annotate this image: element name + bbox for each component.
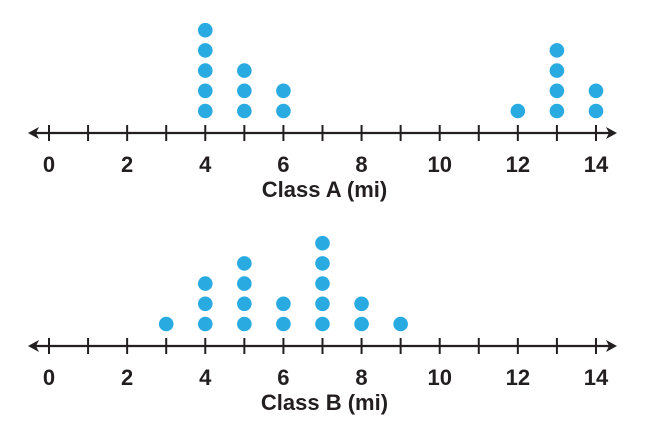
class-b-dot-8-1 — [354, 316, 369, 332]
class-b-dot-7-1 — [315, 316, 330, 332]
class-a-dot-5-3 — [237, 63, 252, 78]
class-b-tick-label-8: 8 — [355, 365, 367, 390]
class-b-dot-7-3 — [315, 276, 330, 291]
class-a-dot-13-4 — [549, 43, 565, 58]
class-b-dot-5-2 — [237, 296, 252, 312]
class-a-dot-12-1 — [510, 103, 526, 119]
class-a-dot-14-1 — [588, 103, 604, 119]
class-a-dot-6-1 — [276, 103, 291, 119]
class-a-tick-label-8: 8 — [355, 152, 367, 177]
class-b-tick-label-2: 2 — [121, 365, 133, 390]
class-b-dot-8-2 — [354, 296, 369, 312]
class-a-dot-plot: 0 2 4 6 8 10 12 14 Class A (mi) — [28, 22, 617, 202]
class-a-tick-label-2: 2 — [121, 152, 133, 177]
class-a-dot-5-1 — [237, 103, 252, 119]
class-b-axis-title: Class B (mi) — [261, 390, 388, 415]
class-a-tick-label-10: 10 — [427, 152, 451, 177]
class-a-dot-6-2 — [276, 83, 291, 99]
class-b-dot-plot: 0 2 4 6 8 10 12 14 Class B (mi) — [28, 235, 617, 415]
class-a-dot-4-4 — [197, 43, 213, 58]
class-b-dot-5-1 — [237, 316, 252, 332]
class-b-axis-arrow-left — [28, 340, 39, 352]
class-a-axis-arrow-left — [28, 127, 39, 139]
class-b-dot-9-1 — [393, 316, 408, 332]
class-a-dot-13-3 — [549, 63, 565, 78]
class-b-dot-6-1 — [276, 316, 291, 332]
class-a-tick-label-6: 6 — [277, 152, 289, 177]
class-a-dot-5-2 — [237, 83, 252, 99]
class-b-tick-label-12: 12 — [506, 365, 530, 390]
class-a-dot-14-2 — [588, 83, 604, 99]
class-b-dot-6-2 — [276, 296, 291, 312]
class-a-tick-label-4: 4 — [199, 152, 212, 177]
class-b-dot-5-4 — [237, 256, 252, 271]
class-a-axis-arrow-right — [606, 127, 617, 139]
class-a-tick-label-14: 14 — [584, 152, 609, 177]
class-b-tick-label-10: 10 — [427, 365, 451, 390]
class-a-tick-label-12: 12 — [506, 152, 530, 177]
class-a-dot-13-1 — [549, 103, 565, 119]
class-a-dot-4-1 — [197, 103, 213, 119]
class-a-axis-title: Class A (mi) — [262, 177, 388, 202]
class-a-dot-4-3 — [197, 63, 213, 78]
class-b-tick-label-6: 6 — [277, 365, 289, 390]
class-b-dot-4-3 — [197, 276, 213, 291]
class-a-dot-13-2 — [549, 83, 565, 99]
class-b-tick-label-4: 4 — [199, 365, 212, 390]
class-b-dot-3-1 — [158, 316, 174, 332]
class-b-dot-4-1 — [197, 316, 213, 332]
class-b-tick-label-0: 0 — [43, 365, 55, 390]
class-b-dot-4-2 — [197, 296, 213, 312]
class-b-axis-arrow-right — [606, 340, 617, 352]
class-b-dot-5-3 — [237, 276, 252, 291]
class-b-dot-7-2 — [315, 296, 330, 312]
class-b-tick-label-14: 14 — [584, 365, 609, 390]
class-a-dot-4-5 — [197, 22, 213, 38]
class-a-tick-label-0: 0 — [43, 152, 55, 177]
class-a-dot-4-2 — [197, 83, 213, 99]
class-b-dot-7-4 — [315, 256, 330, 271]
class-b-dot-7-5 — [315, 235, 330, 251]
